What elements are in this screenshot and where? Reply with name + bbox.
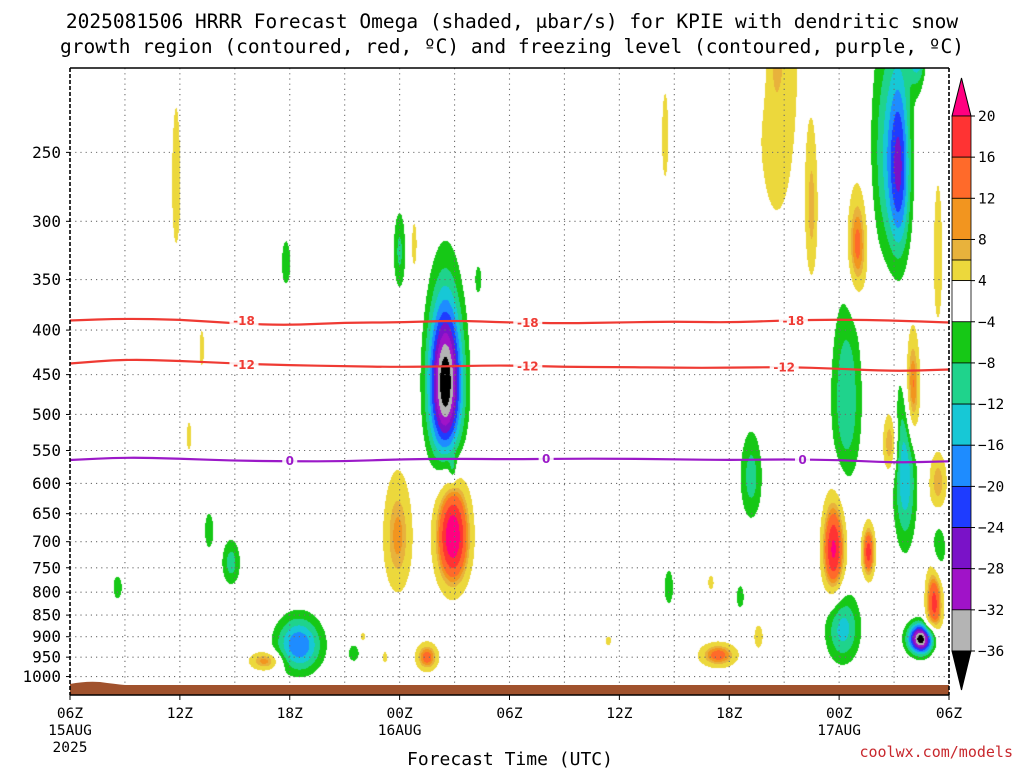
x-tick-label: 06Z: [496, 706, 522, 722]
y-tick-label: 950: [32, 648, 61, 667]
contour-label: 0: [798, 453, 806, 467]
contour-label-bg: [513, 315, 543, 330]
colorbar-swatch: [951, 259, 972, 282]
x-tick-year: 2025: [53, 740, 88, 756]
contour-label-bg: [229, 313, 259, 328]
contour-label: -12: [773, 360, 795, 374]
y-tick-label: 750: [32, 558, 61, 577]
y-tick-label: 450: [32, 365, 61, 384]
y-tick-label: 800: [32, 583, 61, 602]
contour-label: 0: [542, 452, 550, 466]
contour-label: -12: [517, 360, 539, 374]
contour-label: -18: [517, 316, 539, 330]
colorbar-swatch: [951, 156, 972, 199]
colorbar-label: 20: [978, 109, 995, 125]
y-tick-label: 550: [32, 441, 61, 460]
contour-label-bg: [282, 453, 298, 468]
x-tick-date: 16AUG: [378, 723, 422, 739]
colorbar-swatch: [951, 321, 972, 364]
y-tick-label: 900: [32, 627, 61, 646]
y-tick-label: 300: [32, 212, 61, 231]
axes: 250 300 350 400 450 500 550 600 650 700 750 800 850 9…: [22, 67, 962, 756]
contour-label-bg: [538, 451, 554, 466]
colorbar-swatch: [951, 609, 972, 652]
colorbar-label: −16: [978, 438, 1004, 454]
contour-label: -18: [783, 314, 805, 328]
colorbar-label: −32: [978, 603, 1004, 619]
colorbar-swatch: [951, 115, 972, 158]
x-tick-label: 00Z: [826, 706, 852, 722]
colorbar-bottom-arrow: [951, 650, 972, 691]
colorbar-swatch: [951, 485, 972, 528]
y-tick-label: 250: [32, 143, 61, 162]
y-tick-label: 400: [32, 321, 61, 340]
colorbar-label: −24: [978, 521, 1004, 537]
credit-link[interactable]: coolwx.com/models: [859, 743, 1013, 761]
colorbar-swatch: [951, 197, 972, 240]
x-tick-label: 06Z: [936, 706, 962, 722]
colorbar-label: −28: [978, 562, 1004, 578]
colorbar-label: 4: [978, 274, 987, 290]
contour-label: 0: [286, 454, 294, 468]
contour-label-bg: [769, 359, 799, 374]
contour-label-bg: [229, 357, 259, 372]
x-tick-label: 18Z: [277, 706, 303, 722]
colorbar-label: −20: [978, 479, 1004, 495]
colorbar-swatch: [951, 403, 972, 446]
x-tick-label: 12Z: [167, 706, 193, 722]
colorbar: 20 16 12 8 4 −4 −8 −12 −16 −20 −24 −28 −32 −36: [951, 77, 1004, 691]
x-tick-label: 00Z: [387, 706, 413, 722]
colorbar-top-arrow: [951, 77, 972, 117]
colorbar-label: −4: [978, 315, 996, 331]
y-tick-label: 600: [32, 474, 61, 493]
y-tick-label: 700: [32, 532, 61, 551]
x-tick-label: 12Z: [606, 706, 632, 722]
contour-line-dendritic-minus18: [69, 317, 950, 326]
colorbar-label: −12: [978, 397, 1004, 413]
colorbar-swatch: [951, 568, 972, 611]
terrain-fill: [70, 681, 949, 695]
grid-lines: [70, 68, 949, 695]
contour-label-bg: [795, 452, 810, 467]
y-tick-label: 350: [32, 270, 61, 289]
contour-label: -18: [233, 314, 255, 328]
chart-title-line2: growth region (contoured, red, ºC) and f…: [60, 35, 964, 58]
colorbar-label: 16: [978, 150, 995, 166]
chart-title-line1: 2025081506 HRRR Forecast Omega (shaded, …: [66, 10, 958, 33]
colorbar-swatch: [951, 239, 972, 261]
contour-label-bg: [778, 313, 808, 328]
ground-surface: [70, 681, 949, 695]
temperature-contours: -18 -18 -18 -12 -12 -12 0 0 0: [69, 313, 950, 468]
x-tick-date: 17AUG: [817, 723, 861, 739]
colorbar-swatch: [951, 362, 972, 405]
contour-label: -12: [233, 358, 255, 372]
colorbar-swatch: [951, 444, 972, 487]
x-tick-date: 15AUG: [48, 723, 92, 739]
x-tick-label: 06Z: [57, 706, 83, 722]
y-tick-label: 1000: [22, 667, 61, 686]
contour-line-freezing-0: [69, 456, 950, 464]
colorbar-swatch: [951, 280, 972, 323]
y-tick-label: 500: [32, 405, 61, 424]
colorbar-swatch: [951, 527, 972, 570]
y-tick-label: 650: [32, 504, 61, 523]
x-tick-label: 18Z: [716, 706, 742, 722]
y-tick-label: 850: [32, 606, 61, 625]
colorbar-label: −8: [978, 356, 995, 372]
colorbar-label: 12: [978, 191, 995, 207]
contour-label-bg: [513, 359, 543, 374]
colorbar-label: 8: [978, 232, 987, 248]
x-axis-title: Forecast Time (UTC): [407, 749, 613, 768]
colorbar-label: −36: [978, 644, 1004, 660]
